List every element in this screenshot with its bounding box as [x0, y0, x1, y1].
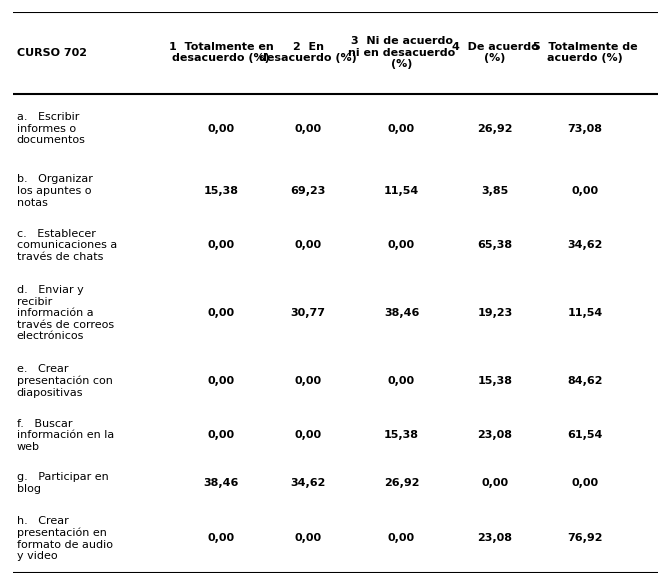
- Text: 0,00: 0,00: [207, 430, 235, 441]
- Text: 3,85: 3,85: [481, 186, 509, 196]
- Text: 5  Totalmente de
acuerdo (%): 5 Totalmente de acuerdo (%): [533, 42, 637, 63]
- Text: g.   Participar en
blog: g. Participar en blog: [17, 472, 109, 494]
- Text: 1  Totalmente en
desacuerdo (%): 1 Totalmente en desacuerdo (%): [169, 42, 274, 63]
- Text: 0,00: 0,00: [295, 124, 321, 134]
- Text: 19,23: 19,23: [477, 308, 513, 318]
- Text: 0,00: 0,00: [388, 240, 415, 250]
- Text: a.   Escribir
informes o
documentos: a. Escribir informes o documentos: [17, 112, 85, 146]
- Text: h.   Crear
presentación en
formato de audio
y video: h. Crear presentación en formato de audi…: [17, 516, 113, 561]
- Text: d.   Enviar y
recibir
información a
través de correos
electrónicos: d. Enviar y recibir información a través…: [17, 285, 114, 341]
- Text: 73,08: 73,08: [568, 124, 603, 134]
- Text: 3  Ni de acuerdo
ni en desacuerdo
(%): 3 Ni de acuerdo ni en desacuerdo (%): [348, 36, 455, 69]
- Text: 61,54: 61,54: [568, 430, 603, 441]
- Text: 38,46: 38,46: [203, 478, 239, 488]
- Text: 0,00: 0,00: [295, 240, 321, 250]
- Text: 26,92: 26,92: [384, 478, 419, 488]
- Text: 15,38: 15,38: [478, 376, 513, 386]
- Text: 0,00: 0,00: [572, 186, 599, 196]
- Text: b.   Organizar
los apuntes o
notas: b. Organizar los apuntes o notas: [17, 174, 93, 208]
- Text: 30,77: 30,77: [291, 308, 325, 318]
- Text: f.   Buscar
información en la
web: f. Buscar información en la web: [17, 419, 114, 452]
- Text: 0,00: 0,00: [481, 478, 509, 488]
- Text: 0,00: 0,00: [388, 534, 415, 543]
- Text: 0,00: 0,00: [295, 376, 321, 386]
- Text: 65,38: 65,38: [477, 240, 513, 250]
- Text: 0,00: 0,00: [572, 478, 599, 488]
- Text: 11,54: 11,54: [384, 186, 419, 196]
- Text: 0,00: 0,00: [207, 240, 235, 250]
- Text: 0,00: 0,00: [207, 534, 235, 543]
- Text: 26,92: 26,92: [477, 124, 513, 134]
- Text: CURSO 702: CURSO 702: [17, 47, 87, 58]
- Text: 0,00: 0,00: [388, 124, 415, 134]
- Text: 0,00: 0,00: [207, 308, 235, 318]
- Text: e.   Crear
presentación con
diapositivas: e. Crear presentación con diapositivas: [17, 364, 113, 398]
- Text: 34,62: 34,62: [568, 240, 603, 250]
- Text: 0,00: 0,00: [207, 124, 235, 134]
- Text: 4  De acuerdo
(%): 4 De acuerdo (%): [452, 42, 538, 63]
- Text: 15,38: 15,38: [384, 430, 419, 441]
- Text: 0,00: 0,00: [388, 376, 415, 386]
- Text: 11,54: 11,54: [568, 308, 603, 318]
- Text: 76,92: 76,92: [568, 534, 603, 543]
- Text: 0,00: 0,00: [207, 376, 235, 386]
- Text: 34,62: 34,62: [291, 478, 326, 488]
- Text: 0,00: 0,00: [295, 430, 321, 441]
- Text: 23,08: 23,08: [478, 430, 513, 441]
- Text: 84,62: 84,62: [568, 376, 603, 386]
- Text: 69,23: 69,23: [291, 186, 326, 196]
- Text: 38,46: 38,46: [384, 308, 419, 318]
- Text: 23,08: 23,08: [478, 534, 513, 543]
- Text: 0,00: 0,00: [295, 534, 321, 543]
- Text: c.   Establecer
comunicaciones a
través de chats: c. Establecer comunicaciones a través de…: [17, 229, 117, 261]
- Text: 2  En
desacuerdo (%): 2 En desacuerdo (%): [259, 42, 357, 63]
- Text: 15,38: 15,38: [204, 186, 239, 196]
